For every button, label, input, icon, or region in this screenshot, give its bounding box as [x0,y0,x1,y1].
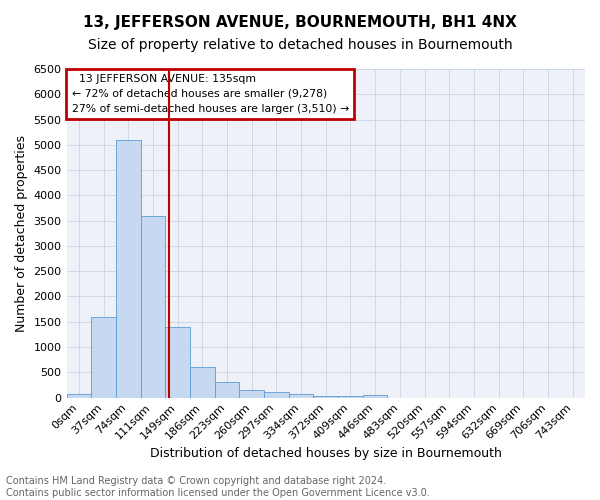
Bar [190,368,215,398]
Bar [140,216,165,398]
Bar [363,395,388,398]
Bar [165,327,190,398]
Bar [338,396,363,398]
Bar [116,140,140,398]
Bar [264,392,289,398]
Text: 13, JEFFERSON AVENUE, BOURNEMOUTH, BH1 4NX: 13, JEFFERSON AVENUE, BOURNEMOUTH, BH1 4… [83,15,517,30]
Text: Size of property relative to detached houses in Bournemouth: Size of property relative to detached ho… [88,38,512,52]
Bar [313,396,338,398]
X-axis label: Distribution of detached houses by size in Bournemouth: Distribution of detached houses by size … [150,447,502,460]
Bar [91,316,116,398]
Bar [215,382,239,398]
Bar [67,394,91,398]
Text: 13 JEFFERSON AVENUE: 135sqm
← 72% of detached houses are smaller (9,278)
27% of : 13 JEFFERSON AVENUE: 135sqm ← 72% of det… [72,74,349,114]
Bar [239,390,264,398]
Text: Contains HM Land Registry data © Crown copyright and database right 2024.
Contai: Contains HM Land Registry data © Crown c… [6,476,430,498]
Bar [289,394,313,398]
Y-axis label: Number of detached properties: Number of detached properties [15,135,28,332]
